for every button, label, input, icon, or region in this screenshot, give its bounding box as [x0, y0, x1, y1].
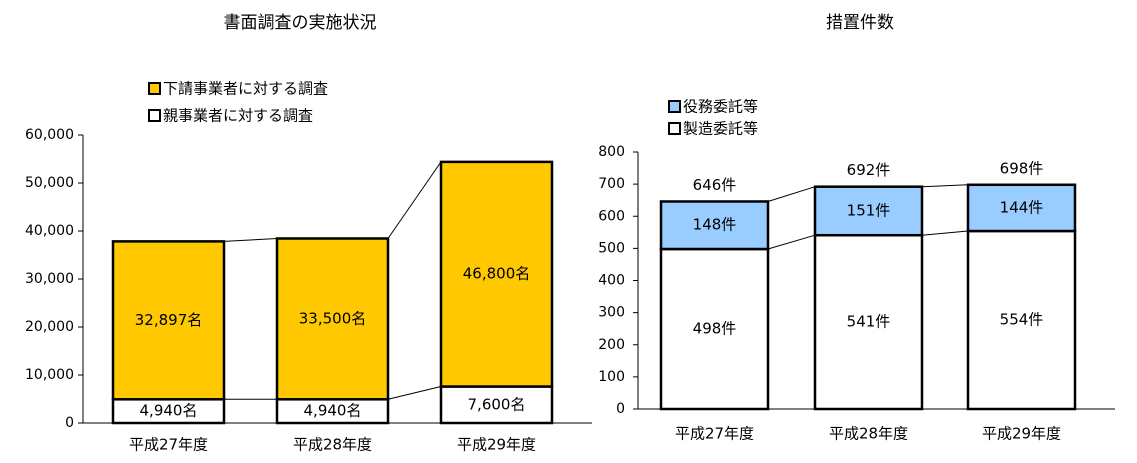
data-label: 33,500名 — [299, 309, 367, 327]
data-label: 32,897名 — [135, 311, 203, 329]
y-tick-label: 40,000 — [25, 223, 74, 239]
series-connector-line — [387, 386, 442, 400]
series-connector-line — [921, 184, 969, 188]
x-tick-label: 平成29年度 — [982, 425, 1061, 443]
bar-segment — [439, 385, 554, 425]
y-tick-label: 600 — [598, 208, 625, 224]
chart-1: 書面調査の実施状況 0 10,000 20,000 30,000 40,000 50,000… — [25, 13, 592, 454]
bar-segment — [275, 237, 390, 401]
y-tick-label: 300 — [598, 305, 625, 321]
y-tick-label: 200 — [598, 337, 625, 353]
legend-swatch — [148, 109, 161, 122]
x-tick-label: 平成28年度 — [829, 425, 908, 443]
series-connector-line — [767, 186, 816, 202]
data-label: 144件 — [1000, 198, 1044, 216]
data-label: 498件 — [693, 320, 737, 338]
legend-swatch — [668, 100, 681, 113]
legend-label: 下請事業者に対する調査 — [163, 80, 328, 98]
data-label: 151件 — [847, 201, 891, 219]
chart-title: 措置件数 — [826, 13, 894, 33]
y-tick-label: 50,000 — [25, 175, 74, 191]
legend-label: 役務委託等 — [683, 98, 758, 116]
y-tick-label: 700 — [598, 176, 625, 192]
bar-segment — [966, 183, 1077, 233]
y-tick-label: 400 — [598, 273, 625, 289]
chart-2: 措置件数 0 100 200 300 400 500 600 700 800 498件 148件平成2… — [598, 13, 1115, 443]
y-tick-label: 100 — [598, 369, 625, 385]
y-tick-label: 20,000 — [25, 319, 74, 335]
total-label: 698件 — [1000, 159, 1044, 177]
y-tick-label: 0 — [65, 415, 74, 431]
bar-segment — [659, 200, 770, 251]
y-tick-label: 0 — [616, 401, 625, 417]
data-label: 4,940名 — [304, 402, 362, 420]
x-tick-label: 平成29年度 — [457, 436, 536, 454]
y-tick-label: 60,000 — [25, 127, 74, 143]
y-tick-label: 10,000 — [25, 367, 74, 383]
bar-segment — [111, 240, 226, 401]
series-connector-line — [223, 237, 278, 242]
data-label: 148件 — [693, 216, 737, 234]
bar-segment — [813, 233, 924, 411]
data-label: 46,800名 — [463, 265, 531, 283]
series-connector-line — [767, 234, 816, 250]
x-tick-label: 平成28年度 — [293, 436, 372, 454]
chart-title: 書面調査の実施状況 — [224, 13, 377, 33]
series-connector-line — [921, 230, 969, 236]
data-label: 4,940名 — [140, 402, 198, 420]
legend-label: 親事業者に対する調査 — [163, 107, 313, 125]
data-label: 554件 — [1000, 311, 1044, 329]
bar-segment — [813, 185, 924, 237]
y-tick-label: 500 — [598, 240, 625, 256]
data-label: 7,600名 — [468, 395, 526, 413]
x-tick-label: 平成27年度 — [675, 425, 754, 443]
legend-swatch — [668, 122, 681, 135]
bar-segment — [966, 229, 1077, 411]
y-tick-label: 30,000 — [25, 271, 74, 287]
x-tick-label: 平成27年度 — [129, 436, 208, 454]
data-label: 541件 — [847, 313, 891, 331]
total-label: 692件 — [847, 161, 891, 179]
series-connector-line — [387, 161, 442, 239]
bar-segment — [659, 247, 770, 411]
total-label: 646件 — [693, 176, 737, 194]
y-tick-label: 800 — [598, 144, 625, 160]
bar-segment — [439, 160, 554, 388]
legend-swatch — [148, 82, 161, 95]
legend-label: 製造委託等 — [683, 120, 758, 138]
